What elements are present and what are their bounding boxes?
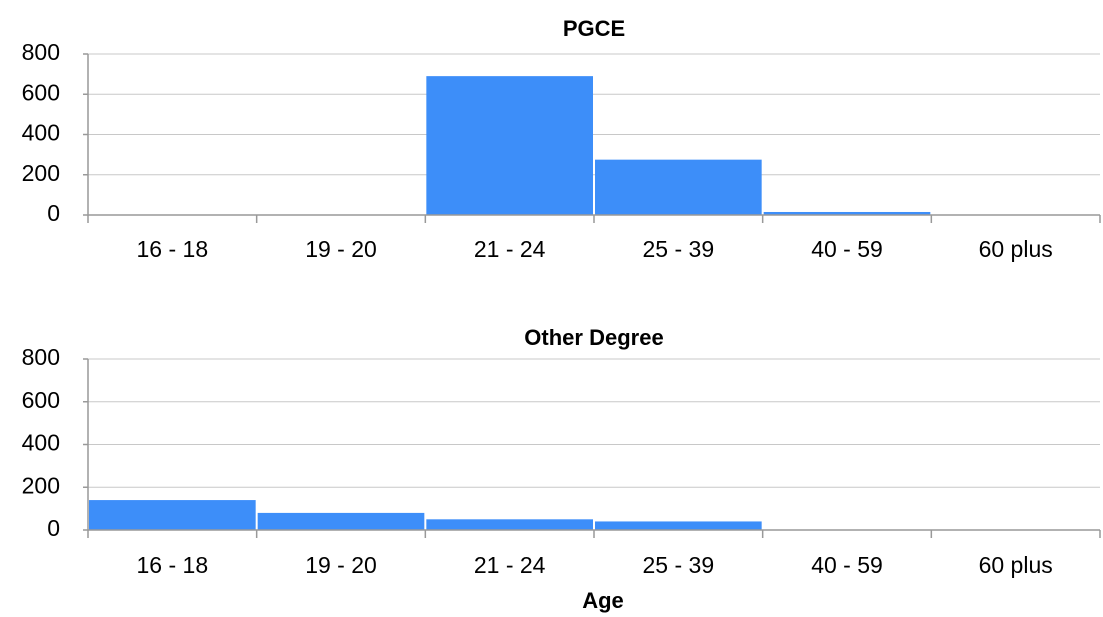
bar bbox=[426, 519, 593, 530]
x-tick-label: 16 - 18 bbox=[137, 552, 209, 578]
chart-title: Other Degree bbox=[524, 325, 663, 350]
bar bbox=[595, 159, 762, 215]
x-tick-label: 19 - 20 bbox=[305, 236, 377, 262]
x-tick-label: 21 - 24 bbox=[474, 236, 546, 262]
y-tick-label: 400 bbox=[22, 430, 60, 456]
x-tick-label: 40 - 59 bbox=[811, 552, 883, 578]
bar bbox=[257, 512, 425, 530]
y-tick-label: 0 bbox=[47, 200, 60, 226]
x-tick-label: 25 - 39 bbox=[643, 552, 715, 578]
x-tick-label: 25 - 39 bbox=[643, 236, 715, 262]
y-tick-label: 600 bbox=[22, 387, 60, 413]
y-tick-label: 800 bbox=[22, 39, 60, 65]
y-tick-label: 400 bbox=[22, 120, 60, 146]
bar bbox=[595, 521, 762, 530]
y-tick-label: 200 bbox=[22, 160, 60, 186]
bar bbox=[89, 500, 256, 530]
x-tick-label: 16 - 18 bbox=[137, 236, 209, 262]
x-axis-label: Age bbox=[582, 588, 624, 613]
x-tick-label: 60 plus bbox=[979, 552, 1053, 578]
bar bbox=[426, 76, 593, 215]
bar bbox=[763, 211, 931, 215]
chart-title: PGCE bbox=[563, 16, 625, 41]
x-tick-label: 60 plus bbox=[979, 236, 1053, 262]
x-tick-label: 19 - 20 bbox=[305, 552, 377, 578]
x-tick-label: 40 - 59 bbox=[811, 236, 883, 262]
y-tick-label: 0 bbox=[47, 515, 60, 541]
y-tick-label: 800 bbox=[22, 344, 60, 370]
y-tick-label: 600 bbox=[22, 79, 60, 105]
x-tick-label: 21 - 24 bbox=[474, 552, 546, 578]
y-tick-label: 200 bbox=[22, 472, 60, 498]
